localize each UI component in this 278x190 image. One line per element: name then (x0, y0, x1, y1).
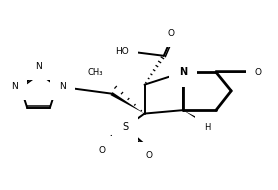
Text: CH₃: CH₃ (88, 68, 103, 77)
Text: H: H (204, 123, 210, 132)
Text: O: O (255, 68, 262, 77)
Text: O: O (145, 151, 152, 160)
Text: O: O (98, 146, 105, 154)
Text: HO: HO (115, 47, 128, 56)
Text: N: N (179, 67, 187, 77)
Text: O: O (167, 29, 174, 38)
Polygon shape (183, 110, 202, 121)
Text: S: S (122, 122, 128, 132)
Text: N: N (59, 82, 66, 91)
Polygon shape (111, 92, 145, 114)
Text: N: N (35, 62, 42, 71)
Text: N: N (11, 82, 18, 91)
